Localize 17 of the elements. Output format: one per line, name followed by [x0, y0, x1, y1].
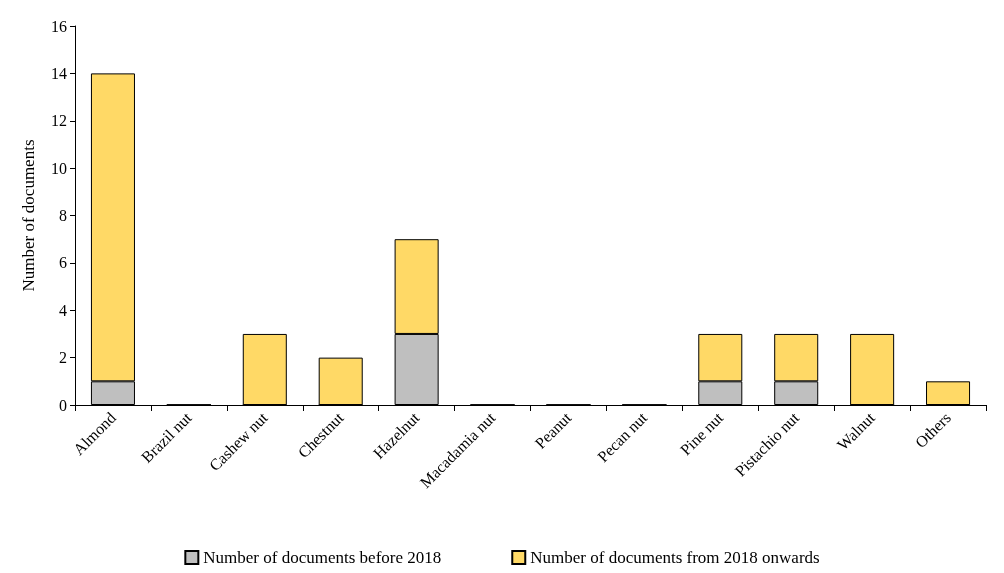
y-tick-label: 16 [51, 17, 67, 35]
y-tick-label: 10 [51, 159, 67, 177]
bar [318, 357, 363, 405]
y-tick-label: 4 [59, 301, 67, 319]
bar [242, 333, 287, 405]
y-tick-label: 0 [59, 396, 67, 414]
legend-label: Number of documents before 2018 [203, 548, 442, 567]
bar [850, 333, 895, 405]
bar [926, 381, 971, 405]
legend-label: Number of documents from 2018 onwards [530, 548, 820, 567]
y-tick-label: 12 [51, 112, 67, 130]
y-tick-label: 14 [51, 64, 67, 82]
y-tick-label: 6 [59, 254, 67, 272]
x-tick-label: Pine nut [676, 408, 727, 459]
y-tick-label: 2 [59, 349, 67, 367]
y-axis-title: Number of documents [19, 139, 38, 292]
y-tick-label: 8 [59, 207, 67, 224]
